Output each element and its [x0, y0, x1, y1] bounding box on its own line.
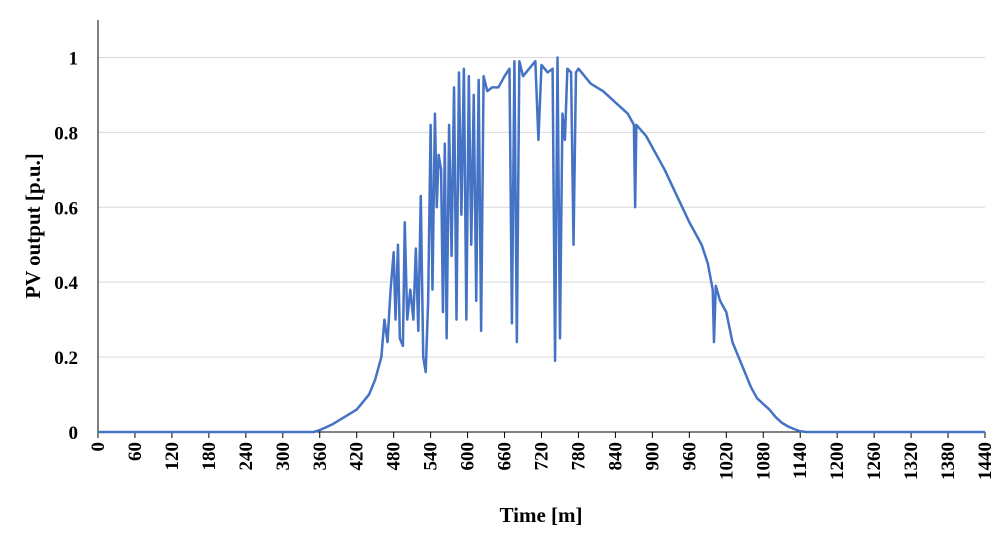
x-tick-label: 300: [273, 442, 294, 471]
x-tick-label: 60: [125, 442, 146, 461]
x-tick-label: 540: [421, 442, 442, 471]
x-tick-label: 240: [236, 442, 257, 471]
x-tick-label: 900: [642, 442, 663, 471]
x-tick-label: 0: [88, 442, 109, 452]
x-tick-label: 780: [568, 442, 589, 471]
data-line: [98, 56, 985, 434]
x-tick-label: 840: [605, 442, 626, 471]
x-tick-label: 1260: [864, 442, 885, 480]
y-axis-title: PV output [p.u.]: [21, 153, 45, 298]
y-tick-label: 0.6: [54, 198, 78, 219]
x-tick-label: 360: [310, 442, 331, 471]
x-tick-label: 960: [679, 442, 700, 471]
x-tick-label: 420: [347, 442, 368, 471]
x-tick-label: 1200: [827, 442, 848, 480]
y-tick-label: 0: [69, 423, 79, 444]
x-tick-label: 600: [458, 442, 479, 471]
x-tick-label: 480: [384, 442, 405, 471]
x-tick-label: 180: [199, 442, 220, 471]
x-axis-title: Time [m]: [499, 503, 582, 527]
y-tick-label: 0.4: [54, 273, 78, 294]
x-tick-label: 720: [532, 442, 553, 471]
y-tick-label: 0.2: [54, 348, 78, 369]
x-tick-label: 660: [495, 442, 516, 471]
x-tick-label: 1320: [901, 442, 922, 480]
x-tick-label: 120: [162, 442, 183, 471]
y-tick-label: 0.8: [54, 123, 78, 144]
x-tick-label: 1140: [790, 442, 811, 479]
x-tick-label: 1440: [975, 442, 996, 480]
x-tick-label: 1020: [716, 442, 737, 480]
x-tick-label: 1080: [753, 442, 774, 480]
y-tick-label: 1: [69, 48, 79, 69]
x-tick-label: 1380: [938, 442, 959, 480]
